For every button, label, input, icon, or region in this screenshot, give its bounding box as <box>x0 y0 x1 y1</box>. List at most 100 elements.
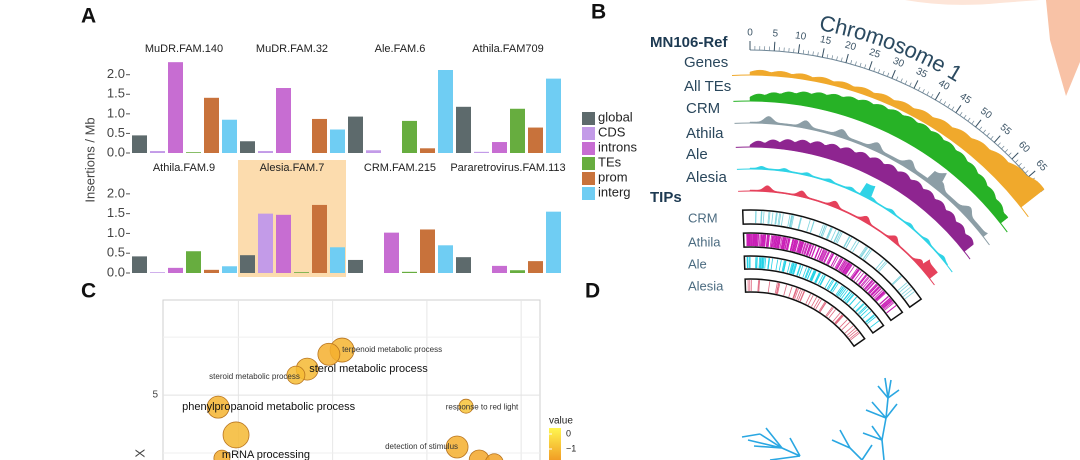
tip-label: Alesia <box>688 278 724 293</box>
tip-insertion <box>818 224 824 236</box>
axis-minor-tick <box>877 69 881 74</box>
axis-tick-label: 65 <box>1033 158 1049 174</box>
bar <box>456 106 471 153</box>
bar <box>510 270 525 273</box>
tip-insertion <box>787 238 791 251</box>
tip-insertion <box>861 277 870 287</box>
tip-insertion <box>875 291 885 301</box>
chromosome-axis <box>749 49 1042 193</box>
bar <box>510 108 525 153</box>
tip-insertion <box>769 235 772 248</box>
tip-insertion <box>801 242 806 255</box>
tip-insertion <box>810 270 816 282</box>
tip-insertion <box>850 268 858 279</box>
tip-insertion <box>840 261 848 272</box>
tree <box>741 377 900 460</box>
axis-minor-tick <box>982 129 986 134</box>
tip-insertion <box>827 280 835 290</box>
tip-insertion <box>806 268 812 280</box>
axis-minor-tick <box>812 51 814 56</box>
tip-insertion <box>840 289 849 299</box>
color-tick-label: 0 <box>566 428 571 438</box>
tip-insertion <box>784 237 788 250</box>
bar <box>276 88 291 153</box>
tip-insertion <box>796 240 801 253</box>
bar <box>240 255 255 273</box>
axis-minor-tick <box>873 67 876 72</box>
tip-insertion <box>811 270 817 282</box>
legend-label: prom <box>598 169 628 184</box>
tip-insertion <box>882 300 893 309</box>
tip-insertion <box>855 272 864 283</box>
bar <box>258 213 273 273</box>
tip-insertion <box>775 212 778 225</box>
tip-insertion <box>788 286 793 298</box>
bar <box>186 251 201 273</box>
legend-swatch <box>582 187 595 200</box>
tip-insertion <box>880 298 891 307</box>
tip-insertion <box>803 243 808 255</box>
tip-insertion <box>783 237 787 250</box>
axis-minor-tick <box>963 114 967 119</box>
axis-minor-tick <box>859 62 862 67</box>
tip-insertion <box>770 235 774 248</box>
tip-insertion <box>873 289 883 299</box>
tip-insertion <box>775 259 779 271</box>
tip-insertion <box>809 270 815 281</box>
tip-insertion <box>835 231 842 243</box>
tip-insertion <box>845 237 853 249</box>
tip-insertion <box>763 234 766 247</box>
axis-minor-tick <box>917 86 921 91</box>
bar <box>546 78 561 153</box>
tip-insertion <box>804 267 810 279</box>
tip-insertion <box>789 215 793 228</box>
tip-insertion <box>881 299 892 308</box>
tip-insertion <box>841 321 851 331</box>
axis-tick-label: 30 <box>891 56 906 71</box>
tip-insertion <box>793 239 798 252</box>
point-label: response to red light <box>446 402 519 411</box>
bar <box>420 229 435 273</box>
axis-minor-tick <box>826 54 829 59</box>
axis-minor-tick <box>986 132 990 137</box>
tip-insertion <box>856 303 865 313</box>
axis-minor-tick <box>947 103 951 108</box>
bar <box>528 261 543 273</box>
axis-minor-tick <box>850 60 853 65</box>
bar <box>312 204 327 273</box>
tip-insertion <box>789 215 794 228</box>
tip-insertion <box>838 287 846 297</box>
tip-insertion <box>834 257 842 269</box>
y-tick-label: 0.0 <box>107 144 125 159</box>
track-baseline <box>731 74 1029 218</box>
tip-insertion <box>805 268 811 279</box>
tip-insertion <box>781 237 785 250</box>
tip-insertion <box>852 269 860 280</box>
axis-minor-tick <box>1021 166 1026 170</box>
tip-insertion <box>844 292 853 302</box>
track-baseline <box>733 100 1008 233</box>
tip-insertion <box>811 246 817 258</box>
bar <box>330 129 345 153</box>
tip-insertion <box>866 316 876 325</box>
tip-insertion <box>802 242 807 255</box>
tip-insertion <box>842 291 851 301</box>
tip-insertion <box>774 235 778 248</box>
tip-insertion <box>762 234 764 247</box>
tip-insertion <box>821 250 828 262</box>
tip-insertion <box>794 288 799 300</box>
decor-shape <box>905 0 1040 5</box>
track-baseline <box>734 122 990 246</box>
tip-insertion <box>770 258 774 270</box>
tip-insertion <box>789 262 793 274</box>
legend-swatch <box>582 157 595 170</box>
tip-insertion <box>776 282 780 294</box>
bar <box>168 267 183 273</box>
tip-insertion <box>832 312 841 322</box>
axis-minor-tick <box>864 64 867 69</box>
tip-insertion <box>797 217 802 230</box>
tip-insertion <box>830 255 837 267</box>
tip-insertion <box>843 263 851 274</box>
tip-insertion <box>891 275 902 285</box>
